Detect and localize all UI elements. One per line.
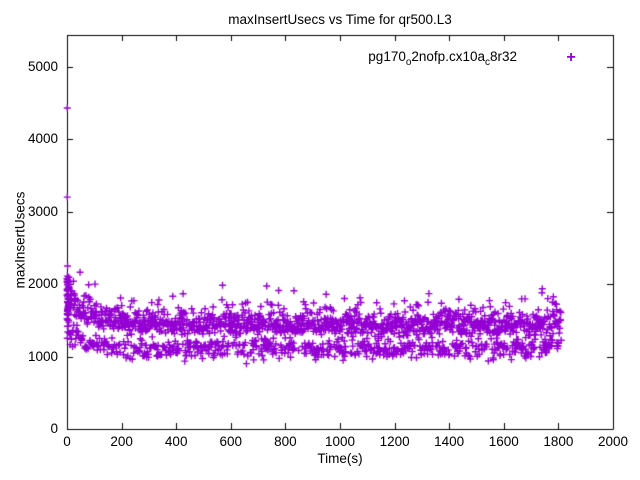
y-tick-label: 2000 [27,276,58,292]
x-tick-label: 800 [274,434,297,449]
y-tick-label: 3000 [27,203,58,219]
legend-label: pg170o2nofp.cx10ac8r32 [368,49,517,68]
x-tick-label: 1800 [543,434,574,449]
x-axis-label: Time(s) [317,451,363,466]
x-tick-label: 1400 [434,434,465,449]
y-tick-label: 1000 [27,348,58,364]
x-tick-label: 1000 [324,434,356,449]
x-tick-label: 400 [164,434,188,449]
chart-title: maxInsertUsecs vs Time for qr500.L3 [228,12,452,27]
x-tick-label: 600 [219,434,243,449]
x-tick-label: 200 [110,434,133,449]
x-tick-label: 2000 [597,434,629,449]
x-tick-label: 1200 [379,434,410,449]
y-tick-label: 4000 [27,131,58,147]
x-tick-label: 0 [63,434,71,449]
x-tick-label: 1600 [488,434,519,449]
legend-entry: pg170o2nofp.cx10ac8r32 + [368,49,579,68]
y-tick-label: 5000 [27,58,58,74]
y-tick-label: 0 [50,421,58,436]
legend-point-marker: + [566,49,576,66]
